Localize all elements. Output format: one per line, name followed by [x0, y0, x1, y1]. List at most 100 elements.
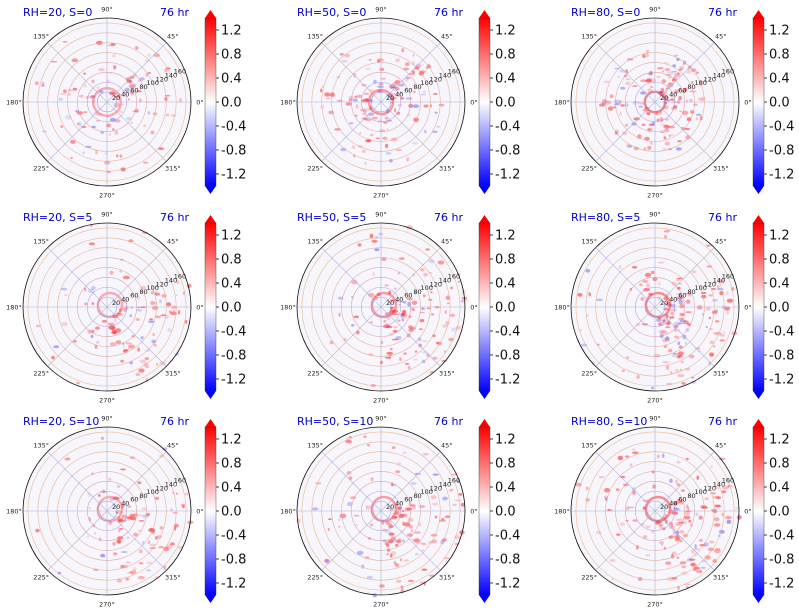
- field-spot: [354, 114, 358, 117]
- field-spot: [441, 324, 448, 328]
- field-spot: [158, 147, 165, 151]
- field-spot: [678, 68, 683, 71]
- field-spot: [616, 533, 621, 536]
- field-spot: [413, 358, 418, 361]
- field-spot: [708, 316, 711, 320]
- field-spot: [160, 526, 164, 530]
- colorbar-extend-max: [205, 215, 216, 223]
- field-spot: [145, 365, 150, 368]
- angle-label: 270°: [647, 601, 663, 609]
- field-spot: [701, 506, 709, 509]
- field-spot: [118, 93, 121, 97]
- field-spot: [410, 538, 414, 541]
- panel-time-label: 76 hr: [434, 6, 463, 19]
- field-spot: [696, 475, 699, 480]
- field-spot: [328, 518, 332, 520]
- field-spot: [679, 501, 684, 505]
- field-spot: [656, 319, 663, 322]
- field-spot: [405, 362, 410, 365]
- field-spot: [136, 308, 143, 312]
- field-spot: [411, 142, 419, 145]
- field-spot: [407, 301, 411, 307]
- field-spot: [671, 353, 679, 358]
- field-spot: [109, 342, 117, 347]
- field-spot: [418, 328, 423, 330]
- field-spot: [127, 239, 134, 243]
- field-spot: [711, 310, 718, 315]
- field-spot: [639, 102, 644, 105]
- field-spot: [352, 145, 355, 150]
- field-spot: [397, 272, 400, 275]
- field-spot: [621, 369, 625, 372]
- field-spot: [694, 544, 697, 549]
- colorbar-fill: [479, 223, 490, 391]
- field-spot: [661, 331, 669, 335]
- radial-tick-label: 140: [713, 277, 725, 285]
- field-spot: [405, 62, 410, 67]
- field-spot: [586, 314, 589, 317]
- field-spot: [395, 563, 400, 568]
- angle-label: 225°: [33, 369, 49, 377]
- field-spot: [676, 523, 681, 526]
- field-spot: [646, 112, 651, 116]
- field-spot: [428, 259, 435, 263]
- field-spot: [60, 93, 66, 95]
- field-spot: [84, 145, 92, 148]
- field-spot: [120, 103, 125, 106]
- field-spot: [116, 312, 122, 315]
- field-spot: [375, 137, 380, 140]
- colorbar-tick-label: -0.8: [769, 144, 794, 159]
- field-spot: [619, 111, 622, 116]
- field-spot: [686, 70, 692, 74]
- angle-label: 180°: [6, 304, 22, 312]
- field-spot: [98, 67, 105, 72]
- field-spot: [672, 64, 677, 68]
- field-spot: [704, 497, 709, 501]
- field-spot: [164, 96, 168, 102]
- field-spot: [353, 514, 360, 517]
- field-spot: [147, 72, 151, 74]
- colorbar-tick-label: 1.2: [221, 433, 242, 448]
- field-spot: [372, 593, 377, 598]
- radial-tick-label: 160: [448, 477, 460, 485]
- field-spot: [51, 355, 55, 360]
- field-spot: [395, 470, 401, 474]
- field-spot: [631, 451, 639, 455]
- field-spot: [454, 499, 461, 502]
- colorbar-extend-min: [205, 186, 216, 194]
- field-spot: [401, 318, 404, 322]
- field-spot: [95, 120, 100, 122]
- polar-panel-8: 0°45°90°135°180°225°270°315°20 40 60 801001…: [280, 415, 478, 609]
- field-spot: [384, 323, 389, 326]
- field-spot: [723, 331, 726, 334]
- field-spot: [170, 508, 173, 512]
- field-spot: [388, 333, 394, 336]
- field-spot: [100, 436, 104, 440]
- field-spot: [671, 78, 676, 82]
- colorbar-tick-label: -1.2: [495, 577, 520, 592]
- field-spot: [434, 111, 438, 114]
- field-spot: [677, 374, 685, 378]
- radial-tick-label: 40: [669, 295, 677, 303]
- field-spot: [138, 529, 142, 532]
- field-spot: [662, 319, 666, 323]
- field-spot: [429, 574, 435, 577]
- field-spot: [361, 149, 366, 153]
- field-spot: [129, 361, 133, 365]
- field-spot: [338, 312, 341, 317]
- field-spot: [363, 108, 367, 114]
- field-spot: [64, 457, 71, 461]
- field-spot: [345, 440, 353, 444]
- field-spot: [94, 326, 100, 330]
- field-spot: [709, 352, 715, 357]
- angle-label: 315°: [439, 164, 455, 172]
- field-spot: [345, 102, 352, 106]
- field-spot: [687, 322, 691, 326]
- field-spot: [109, 270, 114, 275]
- field-spot: [62, 40, 68, 43]
- field-spot: [94, 345, 98, 349]
- field-spot: [685, 292, 692, 296]
- field-spot: [147, 111, 151, 115]
- panel-time-label: 76 hr: [160, 211, 189, 224]
- field-spot: [385, 530, 391, 534]
